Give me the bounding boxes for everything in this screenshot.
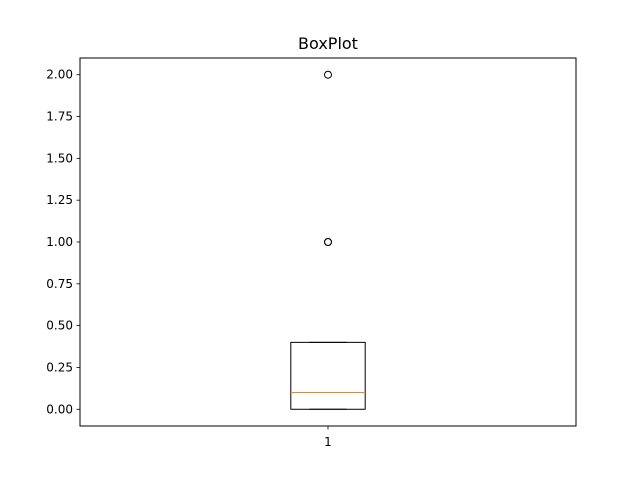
chart-title: BoxPlot — [298, 34, 358, 53]
y-tick-label: 1.50 — [46, 151, 73, 165]
x-tick-label: 1 — [324, 435, 332, 449]
y-axis: 0.00 0.25 0.50 0.75 1.00 1.25 1.50 1.75 2.00 — [46, 68, 80, 416]
y-tick-label: 1.00 — [46, 235, 73, 249]
y-tick-label: 1.75 — [46, 110, 73, 124]
y-tick-label: 0.50 — [46, 319, 73, 333]
plot-marks — [290, 70, 366, 410]
x-axis: 1 — [324, 426, 332, 449]
box-iqr — [290, 341, 366, 410]
box-group — [290, 70, 366, 410]
outlier-point — [324, 70, 332, 79]
y-tick-label: 0.75 — [46, 277, 73, 291]
y-tick-label: 2.00 — [46, 68, 73, 82]
outlier-point — [324, 238, 332, 246]
y-tick-label: 0.25 — [46, 360, 73, 374]
y-tick-label: 1.25 — [46, 193, 73, 207]
y-tick-label: 0.00 — [46, 402, 73, 416]
